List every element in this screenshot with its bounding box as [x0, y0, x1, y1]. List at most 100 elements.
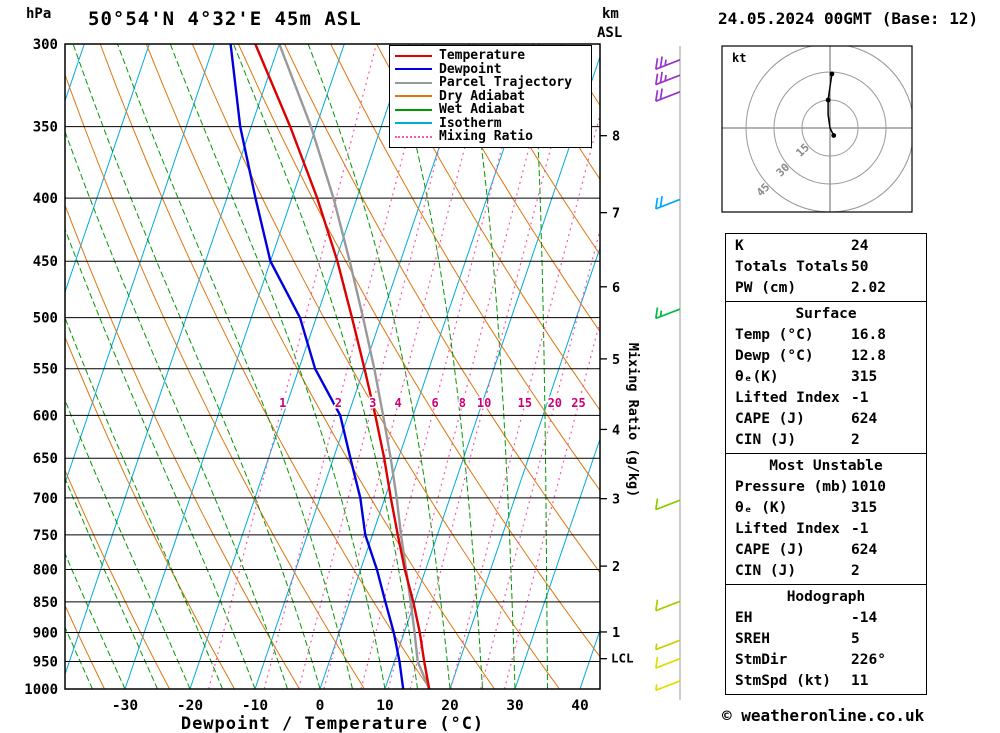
- stat-label: Totals Totals: [735, 259, 849, 275]
- barb-shaft: [655, 91, 681, 102]
- wet-adiabat-line: [65, 399, 191, 689]
- altitude-axis-unit-km: km: [602, 6, 619, 22]
- km-tick-label: 4: [612, 422, 620, 438]
- stat-label: CIN (J): [735, 432, 797, 448]
- legend-item: Temperature: [395, 48, 586, 63]
- dry-adiabat-line: [65, 604, 105, 689]
- stats-section: Surface Temp (°C) 16.8 Dewp (°C) 12.8 θₑ(K) 31…: [726, 301, 926, 453]
- barb-tick: [654, 307, 659, 319]
- x-tick-label: 20: [441, 698, 458, 714]
- barb-half-tick: [654, 684, 658, 691]
- legend-item: Mixing Ratio: [395, 129, 586, 144]
- barb-half-tick: [659, 310, 663, 317]
- hodograph-ring-label: 15: [793, 141, 812, 160]
- barb-tick: [654, 498, 659, 510]
- isotherm-line: [384, 55, 600, 689]
- legend-line-sample: [395, 81, 432, 84]
- barb-half-tick: [654, 643, 658, 650]
- barb-tick: [659, 195, 663, 208]
- legend-line-sample: [395, 122, 432, 125]
- skewt-chart: 3003504004505005506006507007508008509009…: [0, 37, 640, 733]
- parcel-trajectory-curve: [278, 44, 431, 689]
- stats-section-header: Most Unstable: [769, 458, 883, 474]
- isotherm-line: [65, 44, 215, 485]
- stat-row: CIN (J) 2: [726, 561, 926, 582]
- km-tick-label: 2: [612, 559, 620, 575]
- legend-line-sample: [395, 108, 432, 111]
- wind-barb-column: [654, 46, 681, 700]
- stat-label: Dewp (°C): [735, 348, 814, 364]
- legend-item: Dewpoint: [395, 62, 586, 77]
- x-tick-label: 0: [316, 698, 325, 714]
- km-tick-label: 8: [612, 129, 620, 145]
- wind-barb: [654, 71, 681, 86]
- pressure-axis-unit: hPa: [26, 6, 52, 22]
- hodograph-trace-dot: [829, 71, 835, 77]
- legend-label: Isotherm: [439, 115, 502, 131]
- km-tick-label: 3: [612, 492, 620, 508]
- barb-half-tick: [664, 59, 667, 66]
- mixing-ratio-value-label: 4: [394, 396, 401, 410]
- stat-row: Lifted Index -1: [726, 519, 926, 540]
- stat-label: SREH: [735, 631, 770, 647]
- stat-label: Pressure (mb): [735, 479, 849, 495]
- pressure-tick-label: 950: [33, 655, 58, 671]
- legend-label: Parcel Trajectory: [439, 75, 573, 91]
- x-tick-label: -20: [177, 698, 203, 714]
- hodograph-trace-dot: [825, 97, 831, 103]
- stat-row: K 24: [726, 236, 926, 257]
- barb-shaft: [655, 639, 681, 651]
- barb-tick: [659, 56, 663, 68]
- wind-barb: [654, 639, 681, 651]
- isotherm-line: [65, 44, 280, 676]
- stat-value: -1: [851, 521, 869, 537]
- stats-section: Hodograph EH -14 SREH 5 StmDir 226° StmSpd (kt)…: [726, 584, 926, 694]
- pressure-tick-label: 1000: [24, 682, 58, 698]
- pressure-tick-label: 750: [33, 528, 58, 544]
- barb-shaft: [655, 600, 681, 612]
- station-title: 50°54'N 4°32'E 45m ASL: [88, 8, 362, 30]
- barb-tick: [659, 71, 663, 83]
- wet-adiabat-line: [65, 316, 223, 689]
- stat-value: 226°: [851, 652, 886, 668]
- stat-value: -14: [851, 610, 878, 626]
- legend-line-sample: [395, 95, 432, 98]
- stat-value: 16.8: [851, 327, 886, 343]
- km-tick-label: 7: [612, 206, 620, 222]
- legend-item: Parcel Trajectory: [395, 75, 586, 91]
- barb-tick: [654, 58, 659, 70]
- pressure-tick-label: 450: [33, 254, 58, 270]
- lcl-label: LCL: [611, 651, 634, 666]
- isotherm-line: [189, 44, 410, 689]
- wet-adiabat-line: [72, 44, 321, 689]
- stat-label: Lifted Index: [735, 390, 840, 406]
- legend-label: Dry Adiabat: [439, 88, 526, 104]
- stat-label: Temp (°C): [735, 327, 814, 343]
- dry-adiabat-line: [468, 44, 600, 256]
- km-tick-label: 6: [612, 280, 620, 296]
- stat-value: 11: [851, 673, 869, 689]
- sounding-curves: [229, 44, 431, 689]
- pressure-tick-label: 700: [33, 491, 58, 507]
- legend-item: Dry Adiabat: [395, 88, 586, 104]
- wet-adiabat-line: [0, 44, 28, 689]
- stats-section: Most Unstable Pressure (mb) 1010 θₑ (K) 315 L…: [726, 453, 926, 584]
- x-tick-label: 10: [376, 698, 393, 714]
- pressure-tick-label: 400: [33, 191, 58, 207]
- stat-label: Lifted Index: [735, 521, 840, 537]
- mixing-ratio-value-label: 10: [477, 396, 491, 410]
- isotherm-line: [65, 44, 150, 294]
- pressure-tick-label: 800: [33, 562, 58, 578]
- dry-adiabat-line: [65, 469, 170, 689]
- wind-barb: [654, 307, 681, 320]
- wet-adiabat-line: [307, 44, 451, 689]
- pressure-tick-label: 300: [33, 37, 58, 53]
- stat-value: 5: [851, 631, 860, 647]
- mixing-ratio-value-label: 15: [518, 396, 532, 410]
- x-tick-label: -30: [112, 698, 138, 714]
- dewpoint-curve: [229, 44, 405, 689]
- wet-adiabat-line: [65, 552, 126, 689]
- dry-adiabat-line: [99, 44, 430, 689]
